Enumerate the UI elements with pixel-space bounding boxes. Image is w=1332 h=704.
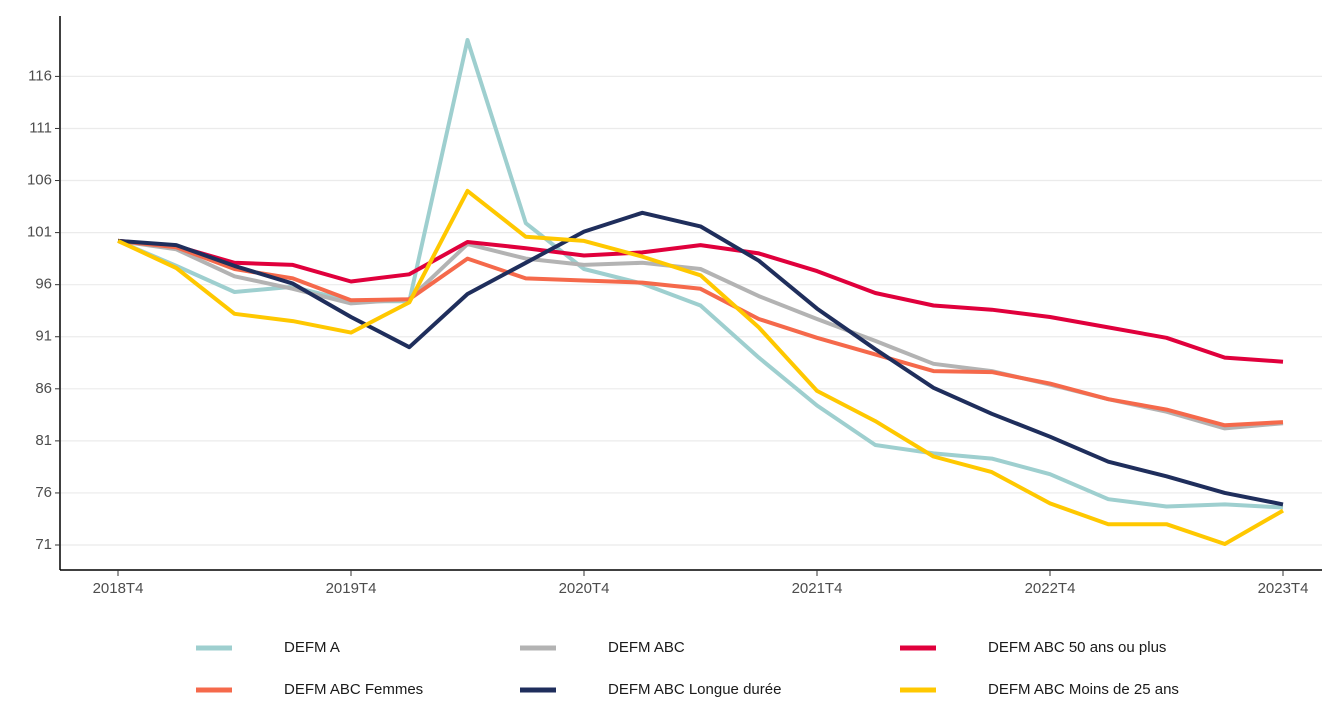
grid <box>61 75 1322 546</box>
legend: DEFM A DEFM ABC DEFM ABC 50 ans ou plus DEF… <box>196 639 1179 698</box>
y-tick-label: 101 <box>27 224 52 241</box>
legend-label: DEFM ABC Moins de 25 ans <box>988 681 1179 698</box>
x-tick-label: 2018T4 <box>93 580 144 597</box>
x-tick-label: 2020T4 <box>559 580 610 597</box>
series-line <box>117 210 1284 507</box>
x-tick-label: 2021T4 <box>792 580 843 597</box>
y-tick-label: 116 <box>28 67 52 84</box>
y-tick-label: 106 <box>27 172 52 189</box>
legend-label: DEFM ABC Femmes <box>284 681 423 698</box>
series-line <box>117 238 1284 428</box>
y-tick-label: 86 <box>35 380 52 397</box>
legend-label: DEFM ABC <box>608 639 685 656</box>
legend-label: DEFM A <box>284 639 340 656</box>
series-line <box>117 188 1284 546</box>
y-tick-label: 71 <box>35 536 52 553</box>
y-tick-label: 76 <box>35 484 52 501</box>
x-tick-label: 2019T4 <box>326 580 377 597</box>
y-tick-label: 111 <box>29 119 52 136</box>
y-tick-label: 81 <box>35 432 52 449</box>
y-tick-label: 96 <box>35 276 52 293</box>
legend-label: DEFM ABC 50 ans ou plus <box>988 639 1166 656</box>
y-tick-label: 91 <box>35 328 52 345</box>
series-line <box>117 238 1284 364</box>
x-tick-label: 2023T4 <box>1258 580 1309 597</box>
legend-label: DEFM ABC Longue durée <box>608 681 781 698</box>
x-tick-label: 2022T4 <box>1025 580 1076 597</box>
